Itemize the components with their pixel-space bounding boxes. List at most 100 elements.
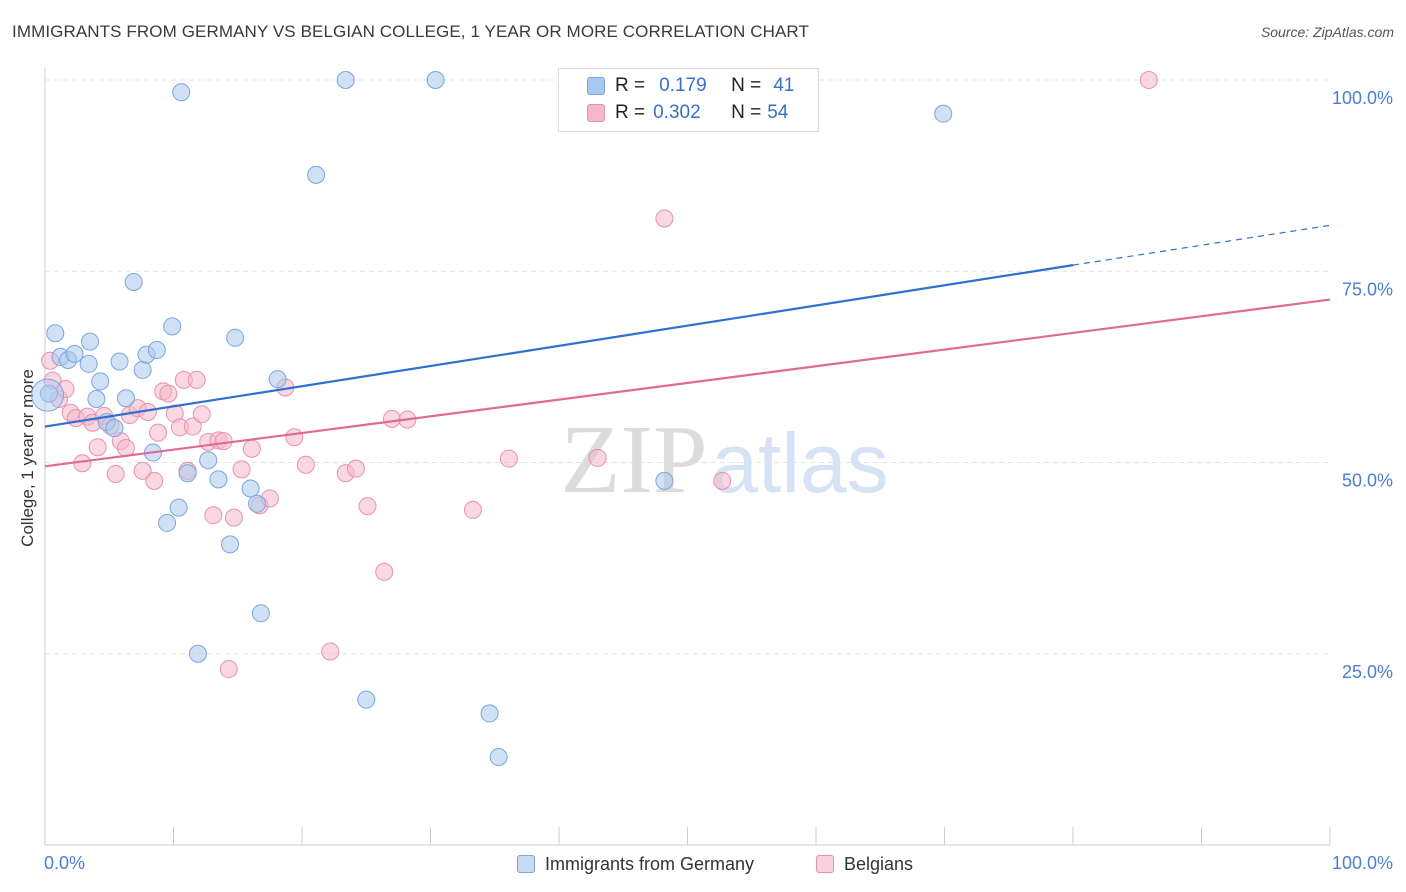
stats-legend: R = 0.179 N = 41 R = 0.302 N = 54 xyxy=(558,68,819,132)
x-tick-label: 0.0% xyxy=(44,853,85,873)
data-point xyxy=(183,417,202,436)
data-point xyxy=(375,562,394,581)
data-point xyxy=(336,71,355,89)
legend-r-label: R = xyxy=(615,102,646,123)
data-point xyxy=(382,409,401,428)
data-point xyxy=(219,660,238,679)
x-tick-label: 100.0% xyxy=(1332,853,1393,873)
data-point xyxy=(241,479,260,498)
data-point xyxy=(242,439,261,458)
data-point xyxy=(145,471,164,490)
tick-labels: 25.0% 50.0% 75.0% 100.0% 0.0% 100.0% xyxy=(44,88,1393,873)
data-point xyxy=(133,360,152,379)
legend-item-belgians[interactable]: Belgians xyxy=(816,851,913,877)
data-point xyxy=(199,451,218,470)
data-point xyxy=(188,644,207,663)
data-point xyxy=(149,423,168,442)
watermark-atlas: atlas xyxy=(711,416,888,510)
legend-row-germany: R = 0.179 N = 41 xyxy=(559,74,794,98)
data-point xyxy=(106,464,125,483)
data-point xyxy=(116,438,135,457)
legend-label-germany: Immigrants from Germany xyxy=(545,853,755,874)
y-tick-label: 75.0% xyxy=(1342,279,1393,299)
data-point xyxy=(224,508,243,527)
data-point xyxy=(307,165,326,184)
trend-line-germany-extension xyxy=(1072,224,1331,266)
legend-r-value: 0.302 xyxy=(653,102,701,123)
data-point xyxy=(346,459,365,478)
data-point xyxy=(588,448,607,467)
data-point xyxy=(426,71,445,89)
data-point xyxy=(285,428,304,447)
legend-item-germany[interactable]: Immigrants from Germany xyxy=(517,851,754,877)
data-point xyxy=(124,272,143,291)
legend-swatch-pink xyxy=(816,855,834,873)
data-point xyxy=(158,513,177,532)
data-point xyxy=(116,389,135,408)
axes xyxy=(44,68,1331,846)
data-point xyxy=(655,209,674,228)
legend-label-belgians: Belgians xyxy=(844,853,914,874)
data-point xyxy=(178,464,197,483)
data-point xyxy=(499,449,518,468)
data-point xyxy=(65,344,84,363)
watermark: ZIP atlas xyxy=(561,406,889,514)
series-belgians-points xyxy=(41,71,1158,679)
data-point xyxy=(1139,71,1158,89)
data-point xyxy=(655,471,674,490)
legend-swatch-pink xyxy=(587,104,605,122)
data-point xyxy=(251,604,270,623)
data-point xyxy=(934,104,953,123)
data-point xyxy=(80,332,99,351)
data-point xyxy=(204,506,223,525)
data-point xyxy=(357,690,376,709)
data-point xyxy=(79,354,98,373)
data-point xyxy=(192,405,211,424)
data-point xyxy=(480,704,499,723)
data-point xyxy=(147,341,166,360)
data-point xyxy=(91,372,110,391)
data-point xyxy=(88,438,107,457)
chart-title: IMMIGRANTS FROM GERMANY VS BELGIAN COLLE… xyxy=(12,22,809,41)
data-point xyxy=(268,370,287,389)
data-point xyxy=(713,471,732,490)
data-point xyxy=(163,317,182,336)
legend-r-value: 0.179 xyxy=(659,75,707,96)
data-point xyxy=(172,83,191,102)
data-point xyxy=(187,370,206,389)
gridlines xyxy=(45,79,1330,655)
data-point xyxy=(31,378,65,412)
legend-swatch-blue xyxy=(517,855,535,873)
y-tick-label: 100.0% xyxy=(1332,88,1393,108)
series-germany-points xyxy=(31,71,953,767)
legend-n-label: N = xyxy=(731,102,762,123)
data-point xyxy=(221,535,240,554)
data-point xyxy=(105,419,124,438)
data-point xyxy=(214,432,233,451)
data-point xyxy=(87,390,106,409)
data-point xyxy=(296,455,315,474)
legend-row-belgians: R = 0.302 N = 54 xyxy=(559,101,788,125)
trend-line-belgians xyxy=(44,298,1331,468)
data-point xyxy=(39,384,58,403)
data-point xyxy=(358,497,377,516)
data-point xyxy=(226,328,245,347)
data-point xyxy=(56,380,75,399)
data-point xyxy=(133,461,152,480)
trend-lines xyxy=(44,224,1331,468)
data-point xyxy=(489,748,508,767)
data-point xyxy=(463,500,482,519)
data-point xyxy=(321,642,340,661)
data-point xyxy=(110,352,129,371)
data-point xyxy=(209,470,228,489)
legend-swatch-blue xyxy=(587,77,605,95)
watermark-zip: ZIP xyxy=(561,406,708,514)
data-point xyxy=(232,460,251,479)
data-point xyxy=(46,324,65,343)
data-point xyxy=(159,384,178,403)
legend-n-label: N = xyxy=(731,75,762,96)
y-tick-label: 50.0% xyxy=(1342,471,1393,491)
data-point xyxy=(248,494,267,513)
legend-n-value: 54 xyxy=(767,102,789,123)
